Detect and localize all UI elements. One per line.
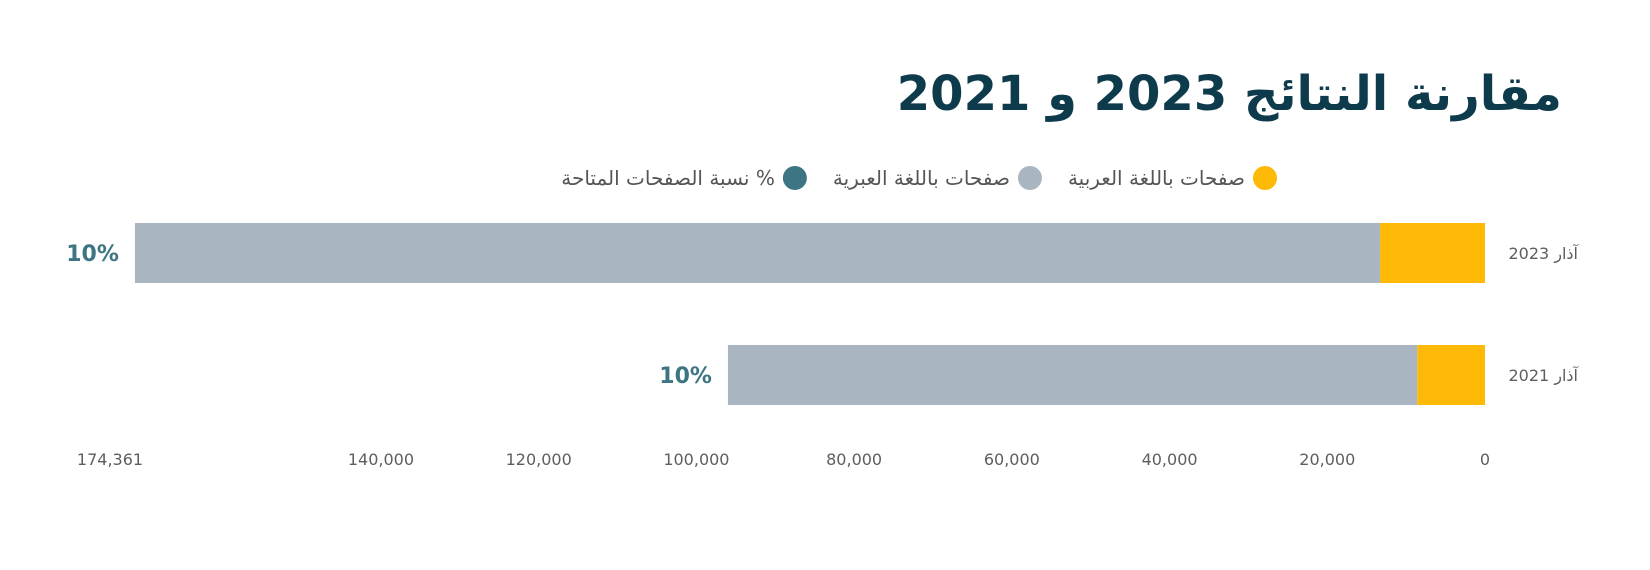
legend-marker: [1017, 166, 1042, 190]
chart-title: مقارنة النتائج 2023 و 2021: [897, 66, 1562, 122]
data-label: 10%: [66, 242, 119, 267]
x-tick-label: 80,000: [826, 450, 882, 469]
bars: [134, 223, 1485, 405]
legend-label: صفحات باللغة العربية: [1068, 166, 1245, 190]
data-label: 10%: [659, 364, 712, 389]
x-tick-label: 174,361: [77, 450, 143, 469]
x-tick-label: 40,000: [1142, 450, 1198, 469]
x-tick-label: 60,000: [984, 450, 1040, 469]
category-labels: آذار 2023 آذار 2021: [1508, 244, 1579, 386]
bar-segment: [727, 345, 1418, 405]
x-tick-label: 100,000: [663, 450, 729, 469]
legend-label: % نسبة الصفحات المتاحة: [561, 166, 775, 190]
category-label: آذار 2023: [1508, 244, 1579, 264]
legend: صفحات باللغة العربية صفحات باللغة العبرية…: [561, 166, 1277, 190]
bar-segment: [1417, 345, 1485, 405]
x-axis: 0 20,000 40,000 60,000 80,000 100,000 120,000 1…: [77, 450, 1490, 469]
legend-marker: [1253, 166, 1277, 190]
bar-segment: [1380, 223, 1485, 283]
x-tick-label: 0: [1480, 450, 1490, 469]
data-labels: 10% 10%: [66, 242, 712, 389]
x-tick-label: 20,000: [1299, 450, 1355, 469]
category-label: آذار 2021: [1508, 366, 1579, 386]
bar-segment: [134, 223, 1381, 283]
x-tick-label: 120,000: [506, 450, 572, 469]
x-tick-label: 140,000: [348, 450, 414, 469]
legend-marker: [782, 166, 807, 190]
legend-label: صفحات باللغة العبرية: [833, 166, 1010, 190]
